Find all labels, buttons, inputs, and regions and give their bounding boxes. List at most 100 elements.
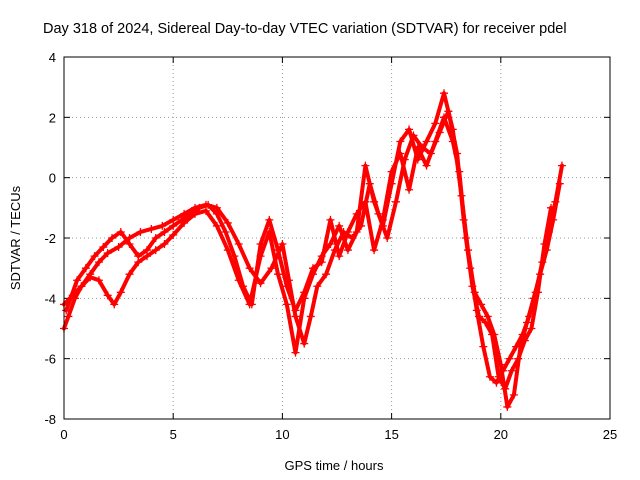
data-point <box>468 282 477 291</box>
data-series <box>60 89 566 411</box>
data-point <box>477 300 486 309</box>
data-point <box>485 372 494 381</box>
data-point <box>361 161 370 170</box>
data-point <box>313 282 322 291</box>
data-point <box>494 372 503 381</box>
data-point <box>557 161 566 170</box>
data-point <box>300 339 309 348</box>
y-axis-label: SDTVAR / TECUs <box>8 185 23 290</box>
series-line <box>62 109 564 385</box>
data-point <box>352 227 361 236</box>
data-point <box>391 197 400 206</box>
data-point <box>230 252 239 261</box>
data-point <box>396 149 405 158</box>
data-point <box>488 330 497 339</box>
data-point <box>479 342 488 351</box>
data-point <box>523 318 532 327</box>
data-point <box>134 252 143 261</box>
data-point <box>352 209 361 218</box>
data-point <box>256 279 265 288</box>
y-tick-label: 4 <box>49 50 56 65</box>
data-point <box>201 206 210 215</box>
data-point <box>370 197 379 206</box>
grid <box>64 57 610 419</box>
data-point <box>212 209 221 218</box>
data-point <box>507 366 516 375</box>
data-point <box>431 119 440 128</box>
data-point <box>212 221 221 230</box>
data-point <box>448 137 457 146</box>
data-point <box>540 240 549 249</box>
data-point <box>169 230 178 239</box>
data-point <box>343 246 352 255</box>
data-point <box>245 264 254 273</box>
data-point <box>151 234 160 242</box>
data-point <box>116 227 125 236</box>
y-tick-label: -6 <box>44 352 56 367</box>
data-point <box>361 197 370 206</box>
data-point <box>116 288 125 297</box>
x-tick-label: 20 <box>494 427 508 442</box>
data-point <box>474 312 483 321</box>
data-point <box>343 227 352 236</box>
data-point <box>108 234 117 242</box>
data-point <box>151 246 160 255</box>
data-point <box>413 143 422 152</box>
data-point <box>278 240 287 249</box>
y-tick-label: 2 <box>49 110 56 125</box>
data-point <box>335 252 344 261</box>
x-tick-label: 10 <box>275 427 289 442</box>
data-point <box>125 270 134 279</box>
data-point <box>158 221 167 230</box>
data-point <box>461 234 470 242</box>
data-point <box>247 300 256 309</box>
data-point <box>103 249 112 258</box>
data-point <box>422 161 431 170</box>
data-point <box>322 270 331 279</box>
data-point <box>256 240 265 249</box>
data-point <box>308 264 317 273</box>
data-point <box>204 200 213 209</box>
data-point <box>267 264 276 273</box>
y-tick-label: -2 <box>44 231 56 246</box>
data-point <box>440 113 449 122</box>
data-point <box>422 137 431 146</box>
data-point <box>64 312 73 321</box>
data-point <box>282 282 291 291</box>
data-point <box>77 282 86 291</box>
y-tick-label: -8 <box>44 412 56 427</box>
data-point <box>274 246 283 255</box>
data-point <box>520 336 529 345</box>
data-point <box>514 354 523 363</box>
data-point <box>378 215 387 224</box>
data-point <box>239 282 248 291</box>
data-point <box>431 137 440 146</box>
chart-title: Day 318 of 2024, Sidereal Day-to-day VTE… <box>43 21 567 37</box>
data-point <box>481 318 490 327</box>
data-point <box>221 227 230 236</box>
data-point <box>317 258 326 267</box>
axis-ticks: 0 5 10 15 20 25 -8 -6 -4 -2 0 2 4 <box>44 50 617 442</box>
data-point <box>195 203 204 212</box>
x-tick-label: 25 <box>603 427 617 442</box>
data-point <box>81 264 90 273</box>
data-point <box>440 89 449 98</box>
data-point <box>547 203 556 212</box>
data-point <box>492 378 501 387</box>
data-point <box>306 312 315 321</box>
data-point <box>234 240 243 249</box>
data-point <box>533 288 542 297</box>
data-point <box>94 276 103 285</box>
data-point <box>265 215 274 224</box>
data-point <box>147 224 156 233</box>
data-point <box>300 288 309 297</box>
data-point <box>483 312 492 321</box>
data-point <box>110 300 119 309</box>
series-line <box>64 115 553 391</box>
data-point <box>527 324 536 333</box>
data-point <box>405 125 414 134</box>
y-tick-label: 0 <box>49 171 56 186</box>
data-point <box>86 273 95 282</box>
data-point <box>94 258 103 267</box>
data-point <box>326 215 335 224</box>
